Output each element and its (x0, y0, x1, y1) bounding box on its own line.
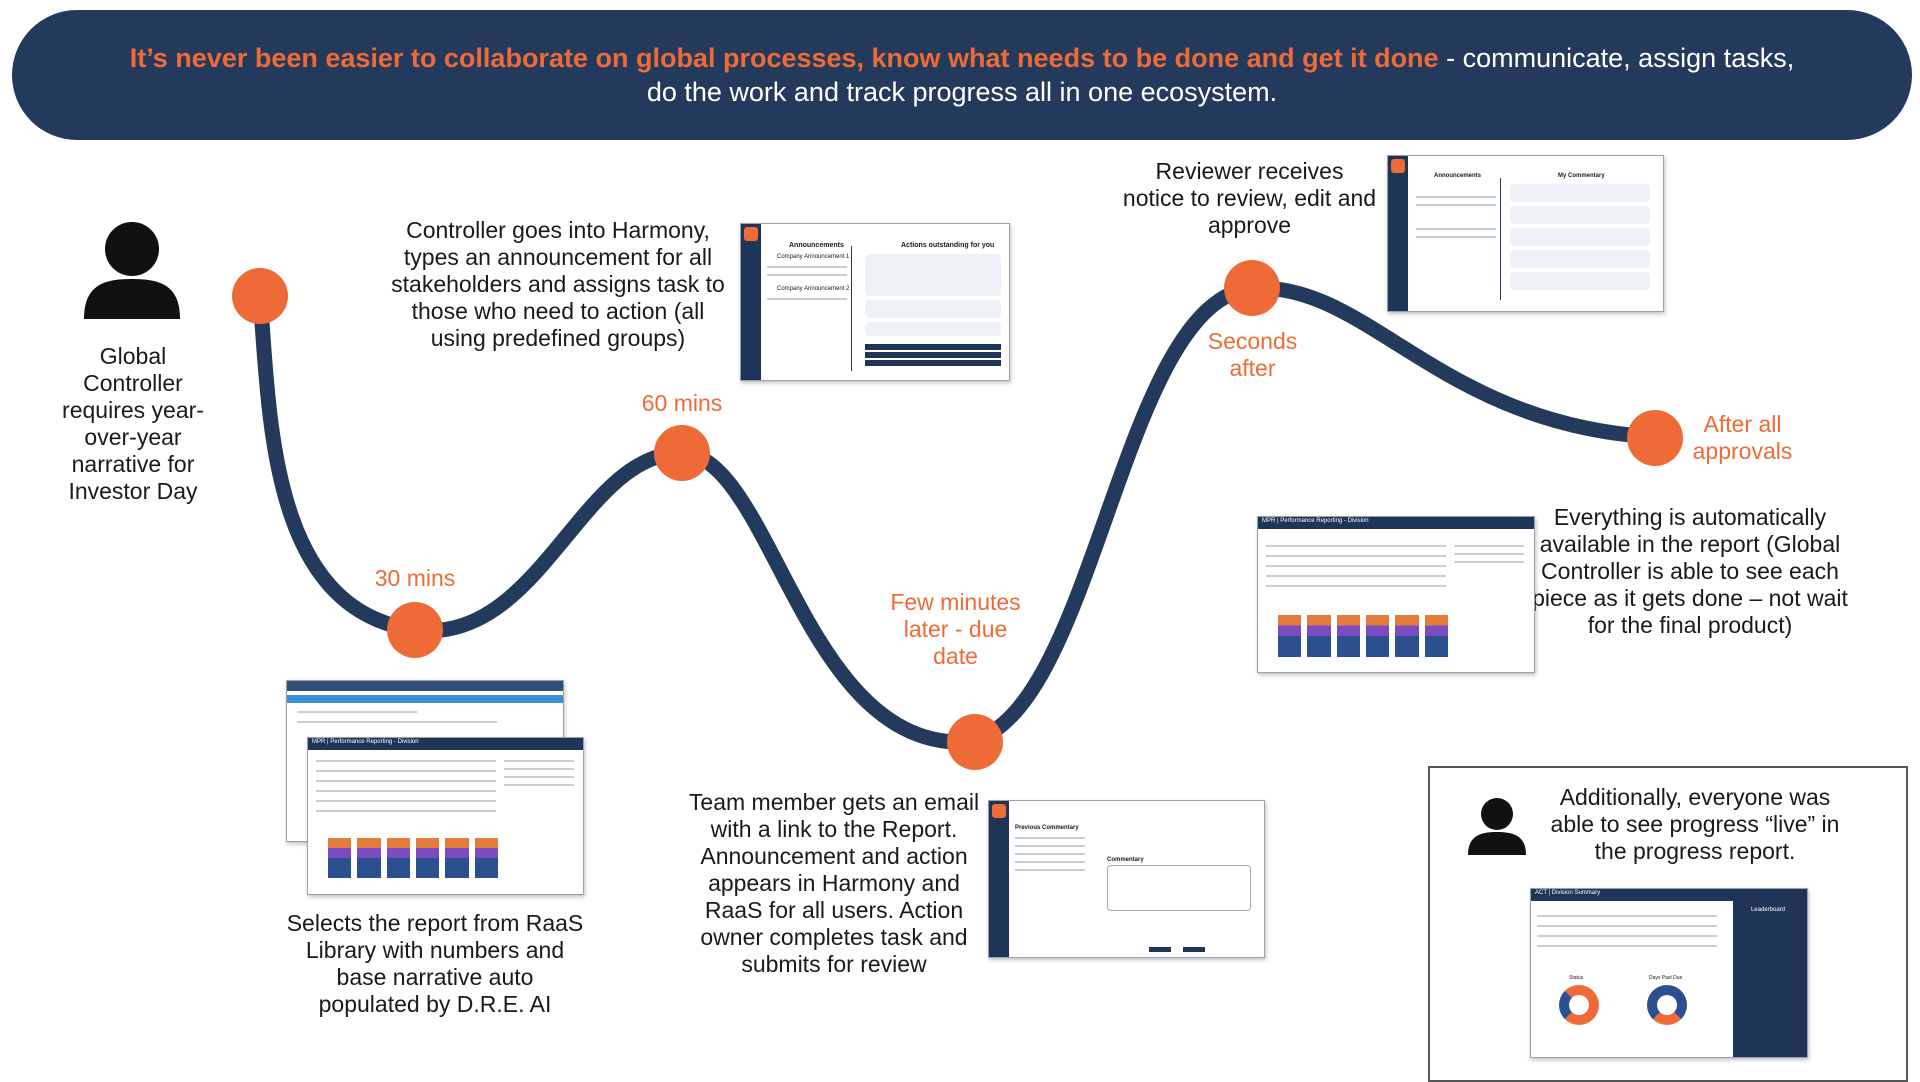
division-summary-title: ACT | Division Summary (1535, 890, 1601, 896)
time-30-mins: 30 mins (374, 565, 456, 591)
announcements-title: Announcements (789, 242, 844, 249)
step-available-text: Everything is automatically available in… (1532, 504, 1848, 638)
step-reviewer-text: Reviewer receives notice to review, edit… (1122, 158, 1377, 238)
performance-report-right-screenshot: MPR | Performance Reporting - Division (1257, 516, 1535, 673)
headline-rest: - communicate, assign tasks, (1438, 43, 1795, 73)
headline-line-2: do the work and track progress all in on… (646, 77, 1278, 107)
step-announce-text: Controller goes into Harmony, types an a… (391, 217, 725, 351)
previous-commentary-title: Previous Commentary (1015, 825, 1079, 831)
commentary-screenshot: Previous Commentary Commentary (988, 800, 1265, 958)
reviewer-announcements-title: Announcements (1434, 173, 1482, 179)
step-start-text: Global Controller requires year-over-yea… (62, 343, 204, 504)
time-after-approvals: After all approvals (1692, 411, 1793, 464)
person-icon-small (1468, 798, 1526, 855)
announcement-2: Company Announcement 2 (777, 286, 850, 292)
days-past-due-label: Days Past Due (1649, 975, 1683, 981)
stacked-bars-right (1278, 615, 1448, 657)
status-donut (1559, 985, 1599, 1025)
performance-report-title: MPR | Performance Reporting - Division (312, 739, 419, 745)
headline-line-1: It’s never been easier to collaborate on… (130, 41, 1794, 75)
stacked-bars (328, 838, 498, 878)
headline-banner: It’s never been easier to collaborate on… (12, 10, 1912, 140)
milestone-start (232, 268, 288, 324)
step-select-report-text: Selects the report from RaaS Library wit… (286, 910, 584, 1017)
leaderboard-title: Leaderboard (1750, 907, 1785, 913)
status-label: Status (1569, 975, 1584, 981)
milestone-60-mins (654, 425, 710, 481)
actions-outstanding-title: Actions outstanding for you (901, 242, 995, 249)
milestone-seconds-after (1224, 260, 1280, 316)
step-team-member-text: Team member gets an email with a link to… (688, 789, 980, 977)
time-seconds-after: Seconds after (1207, 328, 1298, 381)
milestone-due-date (947, 714, 1003, 770)
performance-report-screenshot: MPR | Performance Reporting - Division (307, 737, 584, 895)
milestone-after-approvals (1627, 410, 1683, 466)
time-due-date: Few minutes later - due date (890, 589, 1021, 669)
person-icon (84, 222, 180, 319)
commentary-section-label: Commentary (1107, 857, 1144, 863)
reviewer-screenshot: Announcements My Commentary (1387, 155, 1664, 312)
progress-report-inset: Additionally, everyone was able to see p… (1428, 766, 1908, 1082)
additionally-text: Additionally, everyone was able to see p… (1550, 784, 1840, 864)
harmony-announcements-screenshot: Announcements Company Announcement 1 Com… (740, 223, 1010, 381)
division-summary-screenshot: ACT | Division Summary Leaderboard Statu… (1530, 888, 1808, 1058)
announcement-1: Company Announcement 1 (777, 254, 850, 260)
days-past-due-donut (1647, 985, 1687, 1025)
milestone-30-mins (387, 602, 443, 658)
journey-curve (252, 280, 1663, 750)
my-commentary-title: My Commentary (1558, 173, 1605, 179)
performance-report-right-title: MPR | Performance Reporting - Division (1262, 518, 1369, 524)
time-60-mins: 60 mins (641, 390, 723, 416)
headline-highlight: It’s never been easier to collaborate on… (129, 43, 1439, 73)
